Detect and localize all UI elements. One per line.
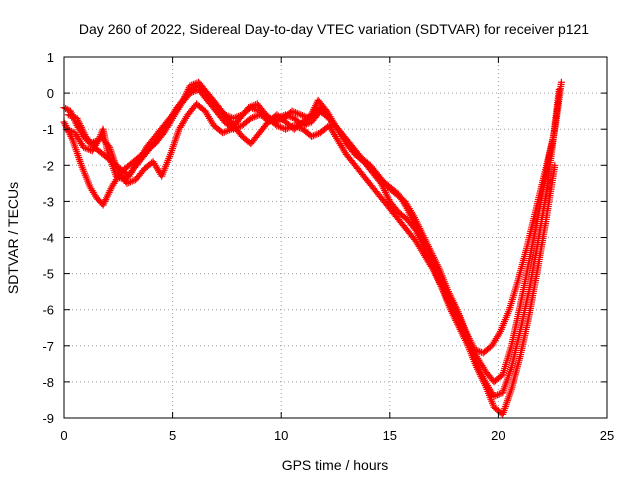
x-tick-label: 0 — [60, 428, 67, 443]
data-point — [557, 78, 565, 86]
y-tick-label: 1 — [47, 50, 54, 65]
y-tick-label: 0 — [47, 86, 54, 101]
x-tick-label: 5 — [169, 428, 176, 443]
y-tick-label: -9 — [42, 411, 54, 426]
y-tick-label: -6 — [42, 303, 54, 318]
y-axis-label: SDTVAR / TECUs — [5, 182, 21, 294]
chart-title: Day 260 of 2022, Sidereal Day-to-day VTE… — [79, 21, 589, 37]
x-tick-label: 15 — [383, 428, 397, 443]
x-tick-label: 20 — [491, 428, 505, 443]
series-track-4 — [64, 78, 559, 418]
y-tick-label: -3 — [42, 194, 54, 209]
x-tick-label: 10 — [274, 428, 288, 443]
data-point — [551, 161, 559, 169]
data-series — [60, 78, 565, 418]
x-tick-label: 25 — [600, 428, 614, 443]
y-tick-label: -7 — [42, 339, 54, 354]
y-tick-label: -2 — [42, 158, 54, 173]
plot-frame — [63, 56, 608, 419]
y-tick-label: -4 — [42, 231, 54, 246]
y-tick-label: -5 — [42, 267, 54, 282]
y-tick-label: -8 — [42, 375, 54, 390]
data-point — [549, 136, 557, 144]
x-axis-label: GPS time / hours — [282, 457, 389, 473]
grid-lines — [64, 57, 607, 418]
series-track-2 — [60, 78, 565, 386]
data-point — [63, 105, 71, 113]
y-tick-label: -1 — [42, 122, 54, 137]
